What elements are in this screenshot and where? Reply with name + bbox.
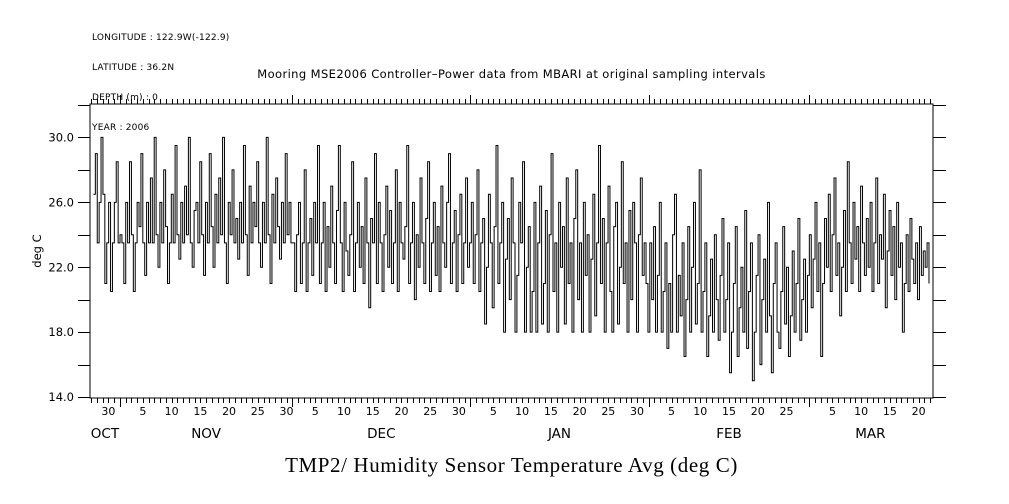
x-tick-label: 5: [668, 405, 675, 418]
x-tick-label: 5: [139, 405, 146, 418]
x-tick-label: 5: [312, 405, 319, 418]
x-tick-label: 10: [854, 405, 868, 418]
data-series-line: [93, 136, 930, 382]
month-label: FEB: [716, 426, 742, 442]
x-tick-label: 20: [573, 405, 587, 418]
x-tick-label: 30: [101, 405, 115, 418]
x-tick-label: 10: [693, 405, 707, 418]
x-tick-label: 15: [366, 405, 380, 418]
x-tick-label: 10: [165, 405, 179, 418]
x-tick-label: 30: [452, 405, 466, 418]
x-tick-label: 20: [751, 405, 765, 418]
y-tick-label: 22.0: [48, 260, 74, 274]
month-label: OCT: [91, 426, 120, 442]
metadata-latitude: LATITUDE : 36.2N: [92, 63, 175, 73]
series-title: TMP2/ Humidity Sensor Temperature Avg (d…: [285, 453, 738, 477]
station-metadata: LONGITUDE : 122.9W(-122.9) LATITUDE : 36…: [92, 13, 230, 153]
x-tick-label: 25: [601, 405, 615, 418]
x-tick-label: 15: [883, 405, 897, 418]
x-tick-label: 30: [630, 405, 644, 418]
metadata-longitude: LONGITUDE : 122.9W(-122.9): [92, 33, 230, 43]
x-tick-label: 20: [222, 405, 236, 418]
metadata-depth: DEPTH (m) : 0: [92, 93, 159, 103]
x-tick-label: 25: [779, 405, 793, 418]
chart-title: Mooring MSE2006 Controller–Power data fr…: [257, 67, 766, 81]
x-tick-label: 25: [423, 405, 437, 418]
month-label: MAR: [855, 426, 885, 442]
x-tick-label: 30: [280, 405, 294, 418]
month-label: NOV: [191, 426, 221, 442]
x-tick-label: 15: [193, 405, 207, 418]
x-tick-label: 25: [251, 405, 265, 418]
month-label: DEC: [367, 426, 395, 442]
x-tick-label: 5: [829, 405, 836, 418]
y-tick-label: 26.0: [48, 195, 74, 209]
x-tick-label: 20: [394, 405, 408, 418]
x-tick-label: 5: [490, 405, 497, 418]
x-tick-label: 20: [912, 405, 926, 418]
y-tick-label: 30.0: [48, 130, 74, 144]
y-tick-label: 18.0: [48, 325, 74, 339]
month-label: JAN: [547, 426, 571, 442]
x-tick-label: 10: [515, 405, 529, 418]
metadata-year: YEAR : 2006: [92, 123, 150, 133]
x-tick-label: 10: [337, 405, 351, 418]
x-tick-label: 15: [722, 405, 736, 418]
x-tick-label: 15: [544, 405, 558, 418]
y-tick-label: 14.0: [48, 390, 74, 404]
